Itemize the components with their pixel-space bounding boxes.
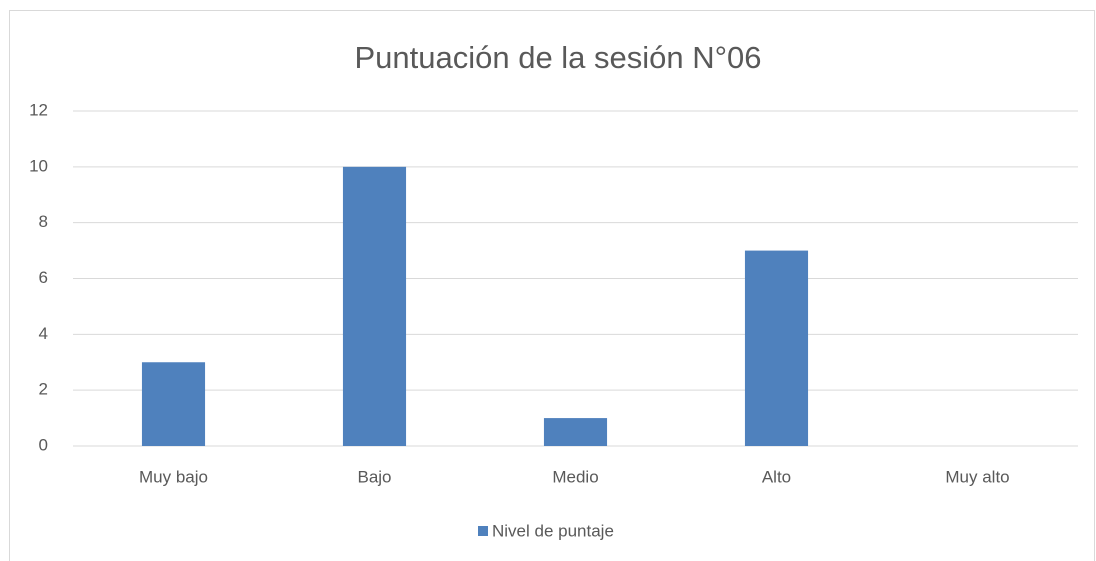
x-tick-label: Muy alto bbox=[945, 467, 1009, 486]
y-tick-label: 10 bbox=[29, 156, 48, 175]
x-tick-label: Bajo bbox=[357, 467, 391, 486]
y-tick-label: 2 bbox=[39, 380, 48, 399]
legend-label: Nivel de puntaje bbox=[492, 521, 614, 540]
x-tick-label: Medio bbox=[552, 467, 598, 486]
x-tick-label: Muy bajo bbox=[139, 467, 208, 486]
bar bbox=[141, 362, 206, 446]
y-tick-label: 8 bbox=[39, 212, 48, 231]
y-tick-label: 0 bbox=[39, 435, 48, 454]
chart-border bbox=[9, 10, 1095, 561]
x-tick-label: Alto bbox=[762, 467, 791, 486]
legend-swatch bbox=[478, 526, 488, 536]
y-tick-label: 4 bbox=[39, 324, 48, 343]
y-tick-label: 12 bbox=[29, 100, 48, 119]
bar bbox=[744, 250, 809, 446]
chart-title: Puntuación de la sesión N°06 bbox=[354, 40, 761, 75]
bar bbox=[543, 418, 608, 446]
bar bbox=[342, 166, 407, 447]
y-tick-label: 6 bbox=[39, 268, 48, 287]
